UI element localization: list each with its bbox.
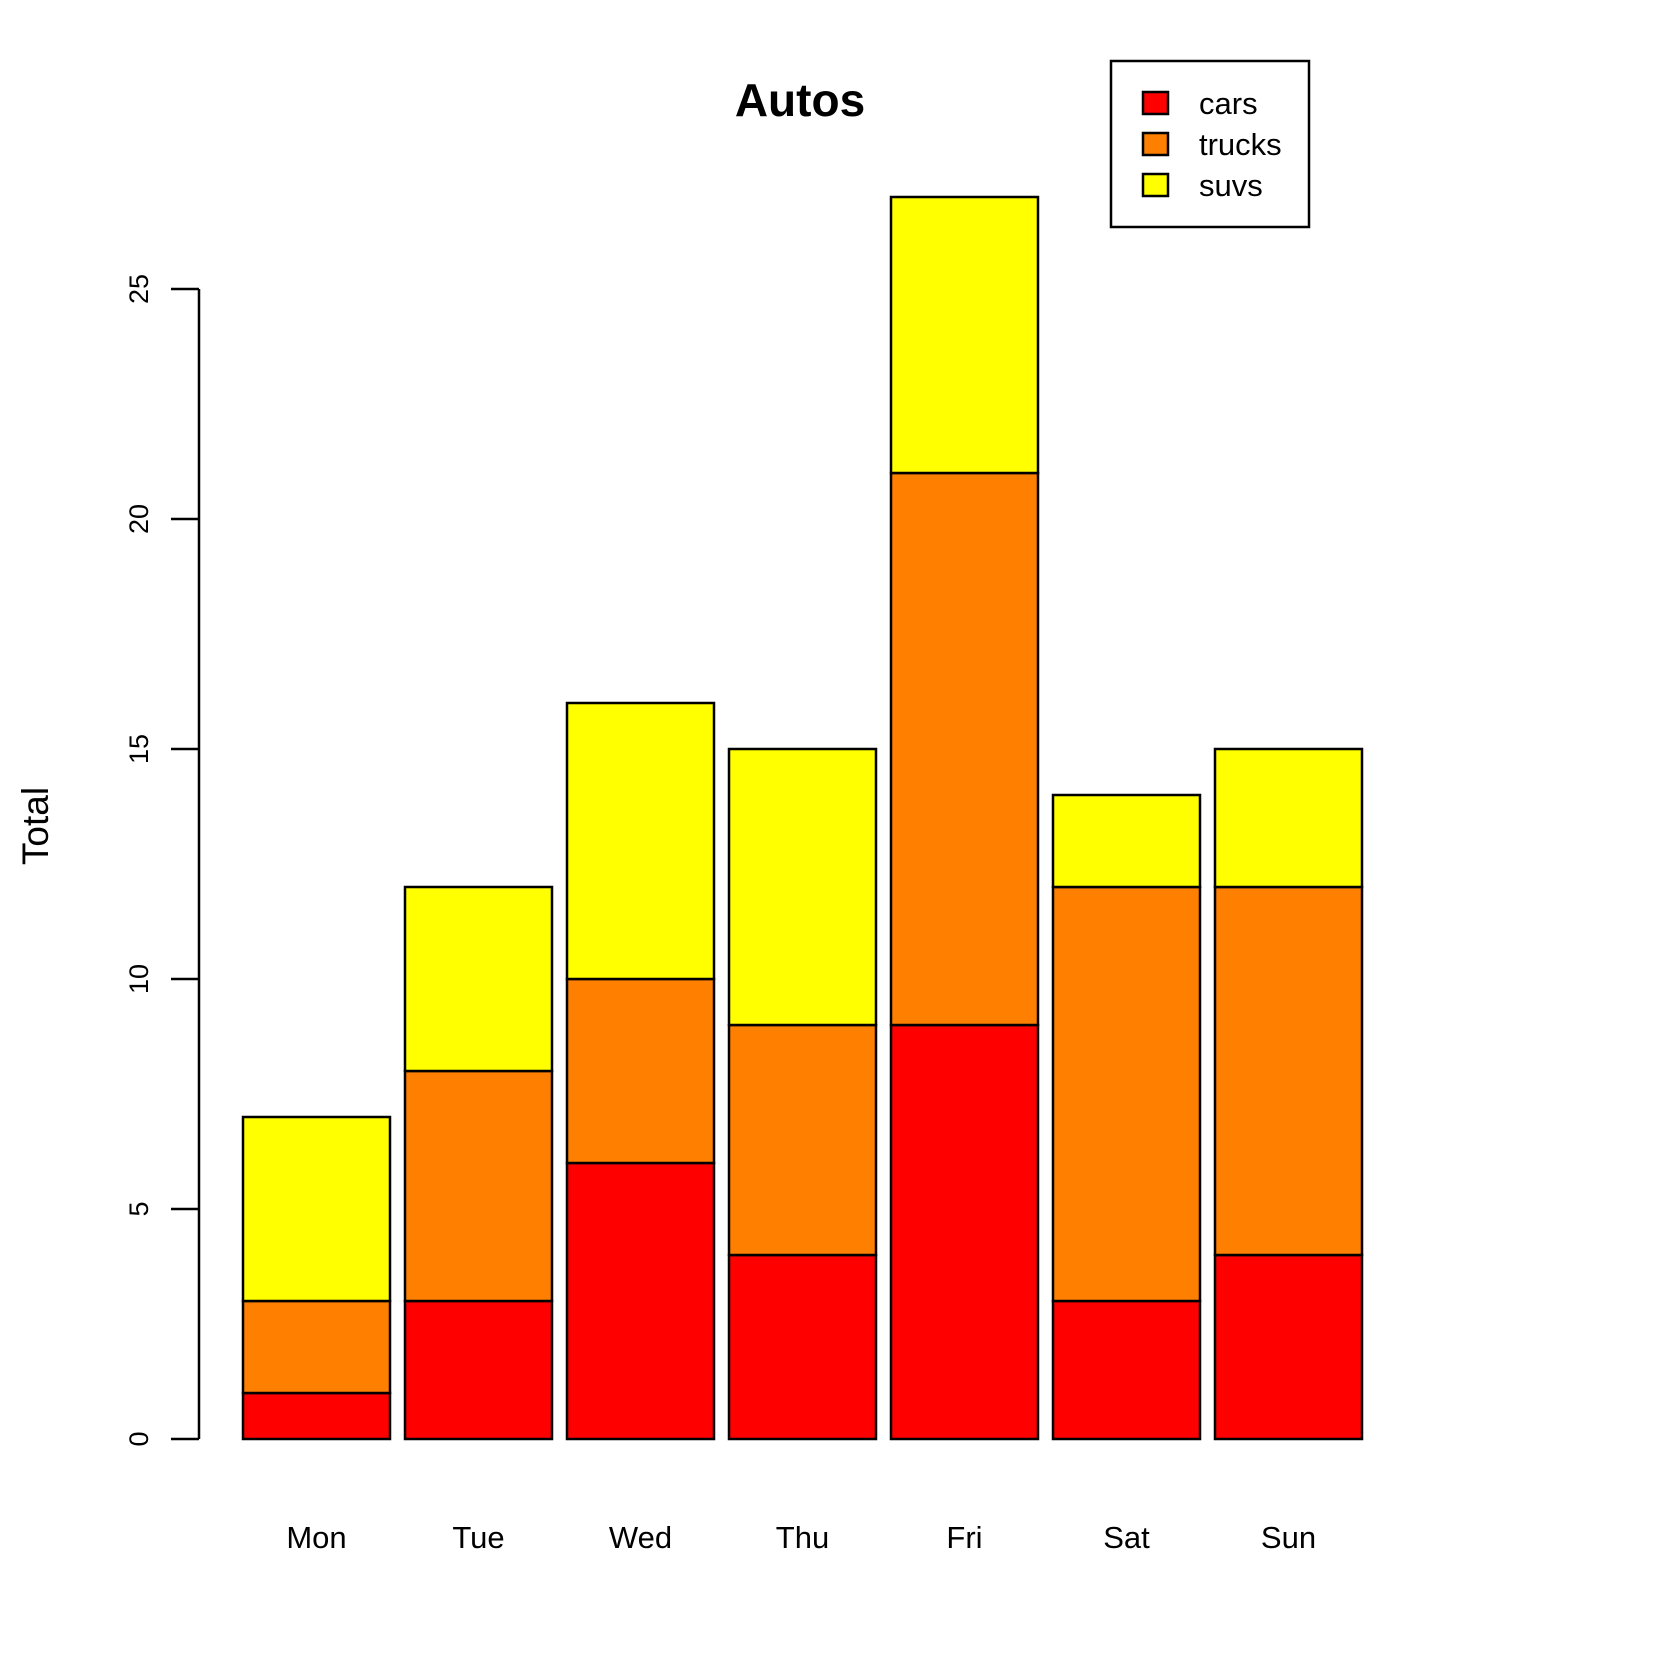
y-tick-label: 5 [124, 1201, 154, 1216]
y-tick-label: 20 [124, 504, 154, 534]
legend-swatch-suvs [1141, 172, 1170, 198]
legend-swatch-cars [1141, 90, 1170, 116]
bar-segment-cars-fri [889, 1023, 1040, 1441]
legend: cars trucks suvs [1109, 59, 1311, 229]
legend-label-trucks: trucks [1199, 127, 1282, 162]
legend-label-suvs: suvs [1199, 168, 1263, 203]
y-axis: 0 5 10 15 20 25 [124, 274, 201, 1447]
y-axis-label: Total [15, 787, 56, 865]
x-tick-label-fri: Fri [946, 1520, 982, 1555]
x-tick-label-sat: Sat [1103, 1520, 1150, 1555]
bar-segment-suvs-sun [1213, 747, 1364, 889]
bar-segment-cars-sun [1213, 1253, 1364, 1441]
bar-segment-suvs-sat [1051, 793, 1202, 889]
y-tick-label: 0 [124, 1431, 154, 1446]
bar-segment-suvs-fri [889, 195, 1040, 475]
x-axis-labels: Mon Tue Wed Thu Fri Sat Sun [286, 1520, 1316, 1555]
y-tick-label: 25 [124, 274, 154, 304]
legend-label-cars: cars [1199, 86, 1258, 121]
x-tick-label-wed: Wed [609, 1520, 672, 1555]
legend-box [1109, 59, 1311, 229]
bar-segment-trucks-wed [565, 977, 716, 1165]
bar-segment-cars-tue [403, 1299, 554, 1441]
bar-segment-trucks-sat [1051, 885, 1202, 1303]
bar-segment-suvs-thu [727, 747, 878, 1027]
bar-segment-cars-mon [241, 1391, 392, 1441]
x-tick-label-mon: Mon [286, 1520, 346, 1555]
bar-segment-cars-sat [1051, 1299, 1202, 1441]
bar-segment-trucks-sun [1213, 885, 1364, 1257]
bar-segment-trucks-mon [241, 1299, 392, 1395]
legend-swatch-trucks [1141, 131, 1170, 157]
y-tick-label: 10 [124, 964, 154, 994]
bar-segment-trucks-tue [403, 1069, 554, 1303]
bar-segment-cars-wed [565, 1161, 716, 1441]
bar-segment-suvs-mon [241, 1115, 392, 1303]
bar-segment-trucks-fri [889, 471, 1040, 1027]
y-tick-label: 15 [124, 734, 154, 764]
bar-segment-suvs-wed [565, 701, 716, 981]
chart-title: Autos [735, 74, 865, 126]
bar-segment-suvs-tue [403, 885, 554, 1073]
x-tick-label-sun: Sun [1261, 1520, 1316, 1555]
bar-segment-cars-thu [727, 1253, 878, 1441]
bar-segment-trucks-thu [727, 1023, 878, 1257]
x-tick-label-thu: Thu [776, 1520, 829, 1555]
x-tick-label-tue: Tue [452, 1520, 504, 1555]
bars-group [241, 195, 1364, 1441]
